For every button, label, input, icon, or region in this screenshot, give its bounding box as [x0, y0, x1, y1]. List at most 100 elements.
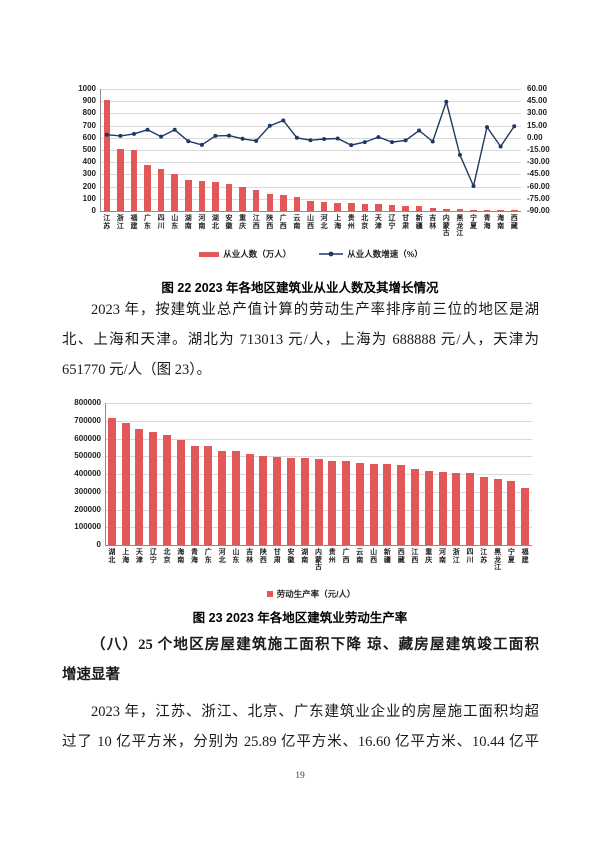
gridline [100, 186, 521, 188]
category-char: 藏 [397, 556, 405, 564]
y-axis-tick-label: 300 [82, 169, 96, 179]
bar [280, 194, 287, 211]
category-label: 安徽 [222, 215, 236, 230]
category-char: 东 [204, 556, 212, 564]
category-label: 山西 [367, 549, 381, 564]
category-label: 浙江 [449, 549, 463, 564]
category-char: 天 [374, 215, 382, 222]
category-char: 山 [370, 549, 378, 556]
category-char: 南 [301, 556, 309, 564]
category-label: 广东 [201, 549, 215, 564]
bar-swatch [266, 591, 273, 597]
paragraph-productivity: 2023 年，按建筑业总产值计算的劳动生产率排序前三位的地区是湖 北、上海和天津… [62, 295, 539, 385]
bar [300, 458, 309, 545]
category-char: 海 [497, 215, 505, 222]
category-char: 州 [328, 556, 336, 564]
category-label: 北京 [358, 215, 372, 230]
category-label: 福建 [518, 549, 532, 564]
bar [218, 450, 227, 545]
category-char: 北 [320, 222, 328, 230]
category-char: 辽 [388, 215, 396, 222]
y-axis-tick-label: 300000 [74, 486, 101, 496]
gridline [100, 150, 521, 151]
category-char: 蒙 [442, 222, 450, 230]
y-axis-tick-label: 0 [91, 206, 96, 215]
bar [231, 451, 240, 545]
category-char: 北 [361, 215, 369, 222]
category-char: 河 [198, 215, 206, 222]
category-label: 天津 [133, 549, 147, 564]
category-label: 河南 [195, 215, 209, 230]
secondary-y-axis-tick-label: 30.00 [527, 108, 548, 118]
category-label: 吉林 [426, 215, 440, 230]
category-label: 贵州 [345, 215, 359, 230]
category-label: 河南 [436, 549, 450, 564]
category-char: 宁 [469, 215, 477, 222]
bar [361, 203, 369, 211]
gridline [105, 438, 532, 440]
gridline [105, 420, 532, 422]
category-label: 山东 [229, 549, 243, 564]
bar [176, 439, 185, 545]
category-char: 贵 [347, 215, 355, 222]
gridline [105, 545, 532, 546]
category-label: 河北 [215, 549, 229, 564]
category-char: 南 [198, 222, 206, 230]
category-label: 河北 [317, 215, 331, 230]
category-label: 甘肃 [399, 215, 413, 230]
category-char: 甘 [273, 549, 281, 556]
bar [293, 196, 301, 211]
category-char: 吉 [246, 549, 254, 556]
y-axis-tick-label: 400 [82, 157, 96, 167]
y-axis-tick-label: 600 [82, 132, 96, 142]
gridline [105, 456, 532, 458]
category-label: 宁夏 [505, 549, 519, 564]
secondary-y-axis-tick-label: -60.00 [527, 181, 550, 191]
bar [117, 149, 124, 211]
category-char: 东 [143, 222, 151, 230]
category-char: 北 [163, 549, 171, 556]
category-char: 庆 [425, 556, 433, 564]
y-axis-tick-label: 100000 [74, 522, 101, 532]
bar [307, 201, 314, 211]
category-char: 广 [204, 549, 212, 556]
category-char: 江 [494, 564, 502, 572]
bar [410, 469, 419, 545]
y-axis-tick-label: 700 [82, 120, 96, 130]
y-axis-tick-label: 800000 [74, 398, 101, 407]
y-axis-line [100, 89, 101, 211]
category-char: 北 [108, 556, 116, 564]
category-label: 四川 [154, 215, 168, 230]
bar [438, 472, 447, 545]
gridline [100, 198, 521, 200]
bar [383, 464, 392, 545]
category-char: 西 [252, 222, 260, 230]
bar [470, 209, 477, 211]
growth-rate-line [104, 99, 517, 189]
legend-label: 劳动生产率（元/人） [276, 589, 356, 599]
category-label: 黑龙江 [453, 215, 467, 238]
category-char: 四 [466, 549, 474, 556]
category-char: 西 [370, 556, 378, 564]
secondary-y-axis-tick-label: 45.00 [527, 96, 548, 106]
bar [388, 205, 396, 211]
category-char: 藏 [510, 222, 518, 230]
category-char: 山 [306, 215, 314, 222]
legend-label: 从业人数增速（%） [347, 249, 423, 259]
category-char: 古 [314, 564, 322, 572]
category-char: 西 [259, 556, 267, 564]
category-char: 新 [383, 549, 391, 556]
bar-swatch [199, 251, 220, 257]
category-label: 西藏 [507, 215, 521, 230]
legend-item: 从业人数增速（%） [319, 248, 423, 260]
secondary-y-axis-tick-label: -30.00 [527, 157, 550, 167]
category-label: 北京 [160, 549, 174, 564]
category-char: 辽 [149, 549, 157, 556]
category-char: 西 [266, 222, 274, 230]
category-char: 京 [361, 222, 369, 230]
bar [415, 206, 423, 211]
category-label: 黑龙江 [491, 549, 505, 572]
category-char: 苏 [480, 556, 488, 564]
bar [204, 446, 213, 545]
